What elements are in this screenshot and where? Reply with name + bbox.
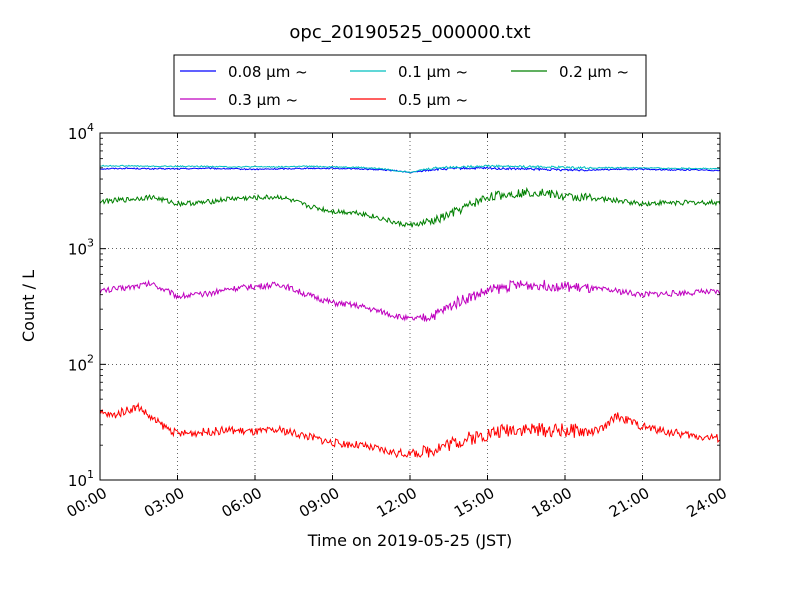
x-tick-label: 09:00 (296, 484, 342, 521)
y-tick-exp: 3 (87, 237, 94, 250)
legend-box (173, 54, 647, 117)
x-axis-label: Time on 2019-05-25 (JST) (307, 531, 512, 550)
series-line (99, 402, 721, 459)
x-tick-label: 21:00 (606, 484, 652, 521)
legend-label: 0.08 μm ~ (228, 63, 308, 81)
legend-label: 0.5 μm ~ (398, 91, 468, 109)
series-line (100, 164, 721, 174)
y-tick-exp: 1 (87, 468, 94, 481)
y-axis-label: Count / L (19, 270, 38, 342)
x-tick-label: 03:00 (141, 484, 187, 521)
legend-label: 0.2 μm ~ (559, 63, 629, 81)
x-tick-label: 12:00 (374, 484, 420, 521)
y-tick-base: 10 (68, 472, 87, 490)
chart-title: opc_20190525_000000.txt (289, 22, 530, 43)
series-line (99, 279, 721, 323)
y-tick-label: 104 (68, 121, 94, 143)
legend-label: 0.3 μm ~ (228, 91, 298, 109)
legend: 0.08 μm ~ 0.1 μm ~ 0.2 μm ~ 0.3 μm ~ 0.5 μm … (173, 54, 647, 117)
x-axis: 00:00 03:00 06:00 09:00 12:00 15:00 18:00 21:00… (64, 133, 730, 521)
y-tick-exp: 2 (87, 352, 94, 365)
series-group (99, 164, 721, 459)
x-tick-label: 06:00 (219, 484, 265, 521)
legend-label: 0.1 μm ~ (398, 63, 468, 81)
x-tick-label: 24:00 (684, 484, 730, 521)
y-tick-base: 10 (68, 125, 87, 143)
x-tick-label: 18:00 (529, 484, 575, 521)
y-tick-base: 10 (68, 241, 87, 259)
y-tick-label: 101 (68, 468, 94, 490)
x-tick-label: 15:00 (451, 484, 497, 521)
grid (100, 133, 720, 480)
y-tick-base: 10 (68, 356, 87, 374)
series-line (99, 186, 721, 228)
y-tick-exp: 4 (87, 121, 94, 134)
y-tick-label: 102 (68, 352, 94, 374)
y-tick-label: 103 (68, 237, 94, 259)
